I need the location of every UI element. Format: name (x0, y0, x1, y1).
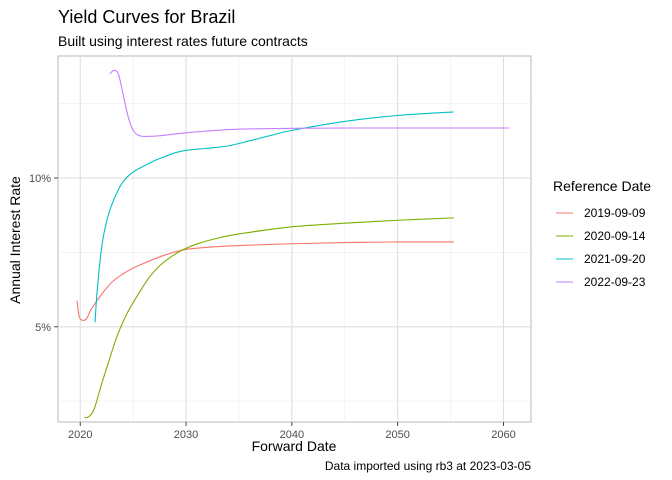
legend-title: Reference Date (553, 178, 651, 194)
legend: Reference Date 2019-09-09 2020-09-14 2021-… (553, 178, 651, 289)
series-line-2022-09-23 (109, 69, 509, 137)
x-tick-label: 2060 (491, 429, 515, 441)
series-line-2021-09-20 (94, 111, 454, 323)
grid-major (58, 56, 531, 422)
legend-label-2019-09-09: 2019-09-09 (584, 206, 646, 220)
plot-panel (57, 55, 532, 423)
legend-label-2022-09-23: 2022-09-23 (584, 275, 646, 289)
x-axis-title: Forward Date (252, 438, 337, 454)
y-tick-label: 10% (29, 173, 51, 185)
legend-label-2020-09-14: 2020-09-14 (584, 229, 646, 243)
series-lines (76, 69, 509, 419)
x-tick-label: 2050 (385, 429, 409, 441)
y-axis-title: Annual Interest Rate (7, 176, 23, 304)
legend-label-2021-09-20: 2021-09-20 (584, 252, 646, 266)
series-line-2019-09-09 (76, 241, 454, 321)
y-tick-label: 5% (35, 322, 51, 334)
chart-title: Yield Curves for Brazil (58, 7, 235, 27)
y-axis-ticks: 5% 10% (29, 173, 58, 334)
plot-border (57, 55, 532, 423)
series-line-2020-09-14 (84, 217, 454, 419)
x-tick-label: 2020 (68, 429, 92, 441)
chart-subtitle: Built using interest rates future contra… (58, 33, 308, 49)
chart-caption: Data imported using rb3 at 2023-03-05 (325, 459, 531, 473)
x-axis-ticks: 2020 2030 2040 2050 2060 (68, 422, 516, 441)
x-tick-label: 2030 (174, 429, 198, 441)
grid-minor (58, 56, 531, 422)
x-tick-label: 2040 (280, 429, 304, 441)
